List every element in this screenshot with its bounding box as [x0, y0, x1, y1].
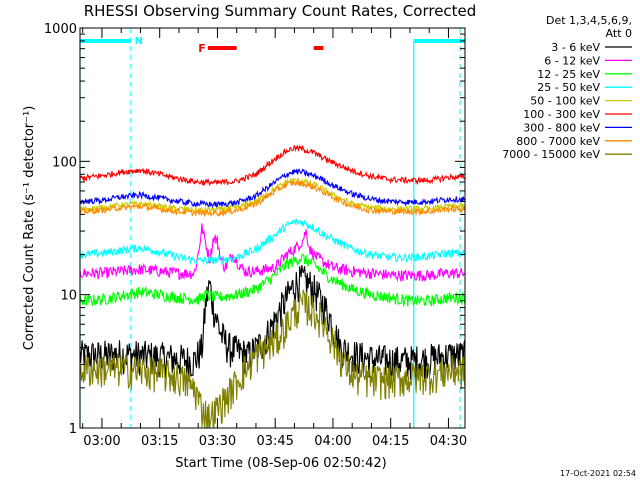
series-line-3 [79, 218, 466, 266]
series-line-5 [79, 144, 466, 187]
x-axis-label: Start Time (08-Sep-06 02:50:42) [175, 456, 386, 471]
chart-title: RHESSI Observing Summary Count Rates, Co… [84, 2, 477, 20]
legend-label-2: 12 - 25 keV [537, 68, 600, 81]
y-tick-label-1: 10 [60, 289, 77, 304]
series-line-2 [79, 253, 466, 308]
x-tick-label-4: 04:00 [314, 434, 351, 449]
footer-timestamp: 17-Oct-2021 02:54 [560, 469, 636, 478]
x-tick-label-3: 03:45 [256, 434, 293, 449]
plot-frame [79, 27, 466, 429]
y-tick-label-3: 1000 [44, 22, 77, 37]
legend-label-6: 300 - 800 keV [523, 121, 600, 134]
annotation-label-7: F [198, 42, 206, 55]
series-line-4 [79, 177, 465, 214]
series-line-1 [79, 223, 466, 283]
axes-layer: 1 10 100 1000 03:00 03:15 03:30 03:45 04:00 04:15… [44, 22, 467, 449]
series-layer [79, 144, 466, 429]
x-tick-label-5: 04:15 [372, 434, 409, 449]
x-tick-label-2: 03:30 [199, 434, 236, 449]
series-line-7 [79, 179, 466, 218]
legend-label-1: 6 - 12 keV [544, 54, 600, 67]
y-axis-label: Corrected Count Rate (s⁻¹ detector⁻¹) [22, 106, 37, 351]
legend-label-8: 7000 - 15000 keV [502, 148, 600, 161]
legend-header-1: Att 0 [606, 27, 632, 40]
legend-label-5: 100 - 300 keV [523, 108, 600, 121]
y-tick-label-0: 1 [69, 422, 77, 437]
x-tick-label-6: 04:30 [430, 434, 467, 449]
x-tick-label-0: 03:00 [83, 434, 120, 449]
series-line-0 [79, 265, 466, 382]
legend-label-4: 50 - 100 keV [530, 95, 600, 108]
legend-label-3: 25 - 50 keV [537, 81, 600, 94]
legend-label-0: 3 - 6 keV [551, 41, 600, 54]
legend-label-7: 800 - 7000 keV [516, 135, 600, 148]
annotation-label-6: N [135, 36, 143, 47]
y-tick-label-2: 100 [52, 155, 77, 170]
series-line-6 [79, 167, 466, 209]
x-tick-label-1: 03:15 [141, 434, 178, 449]
series-line-8 [79, 289, 466, 429]
legend-header-0: Det 1,3,4,5,6,9, [546, 14, 632, 27]
